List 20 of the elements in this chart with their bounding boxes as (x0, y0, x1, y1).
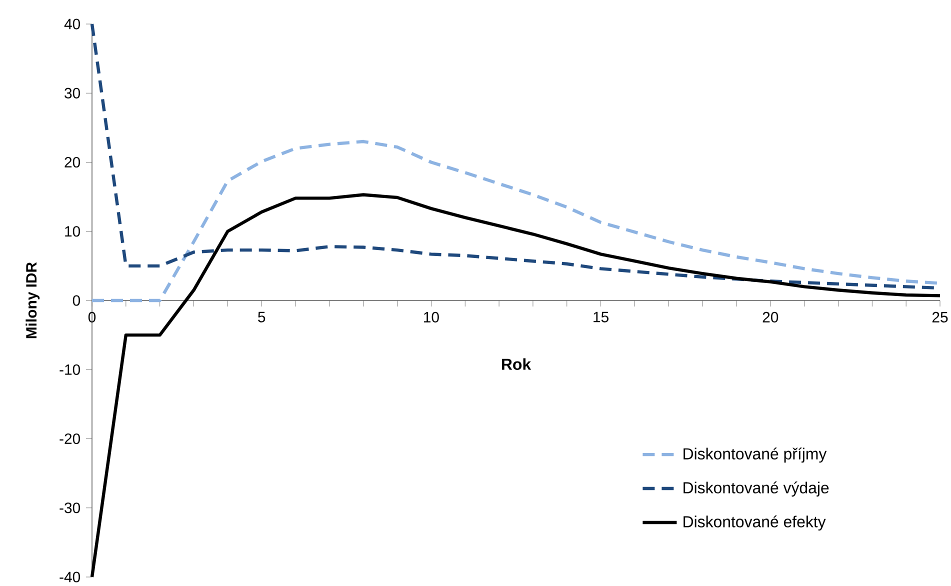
y-tick-label: 30 (64, 88, 80, 98)
x-axis-title: Rok (502, 358, 532, 370)
y-tick-label: 0 (72, 295, 80, 306)
x-tick-label: 25 (932, 312, 948, 322)
y-tick-label: -10 (60, 364, 80, 375)
x-tick-label: 15 (594, 312, 608, 322)
legend-label: Diskontované příjmy (684, 448, 827, 463)
y-tick-label: -20 (60, 433, 80, 444)
y-axis-title: Milony IDR (26, 262, 40, 338)
x-tick-label: 0 (88, 312, 96, 322)
x-tick-label: 20 (762, 312, 778, 322)
x-tick-label: 5 (258, 312, 266, 322)
y-tick-label: 40 (64, 18, 80, 30)
y-tick-label: 20 (64, 156, 80, 168)
legend-label: Diskontované efekty (684, 515, 826, 531)
legend-label: Diskontované výdaje (684, 482, 829, 497)
y-tick-label: 10 (65, 226, 80, 237)
y-tick-label: -30 (60, 502, 80, 514)
x-tick-label: 10 (424, 312, 439, 322)
y-tick-label: -40 (60, 572, 80, 582)
